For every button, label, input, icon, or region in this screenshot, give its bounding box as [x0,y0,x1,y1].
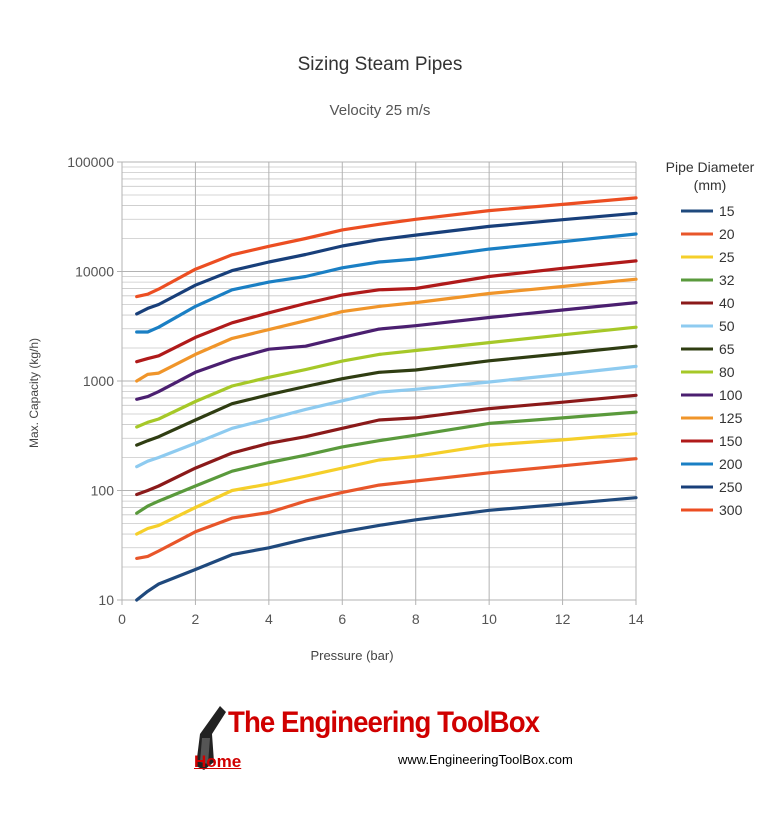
legend-label-50: 50 [719,318,735,334]
x-tick-label: 8 [412,611,420,627]
y-tick-label: 100000 [67,154,114,170]
legend-label-125: 125 [719,410,743,426]
x-tick-label: 4 [265,611,273,627]
home-link[interactable]: Home [194,752,242,771]
series-line-40 [135,393,638,497]
y-tick-label: 10000 [75,264,114,280]
brand-name: The Engineering ToolBox [228,706,540,739]
series-line-150 [135,259,638,364]
legend-label-15: 15 [719,203,735,219]
legend-label-250: 250 [719,479,743,495]
x-tick-label: 6 [338,611,346,627]
series-line-20 [135,457,638,561]
y-tick-label: 10 [98,592,114,608]
y-axis-label: Max. Capacity (kg/h) [27,338,41,448]
series-line-32 [135,410,638,515]
x-tick-label: 2 [192,611,200,627]
x-tick-label: 0 [118,611,126,627]
x-axis-label: Pressure (bar) [310,648,393,663]
legend-label-100: 100 [719,387,743,403]
legend-label-20: 20 [719,226,735,242]
series-line-65 [135,344,638,447]
y-tick-label: 1000 [83,373,114,389]
series-line-25 [135,432,638,536]
series-layer [135,196,638,602]
legend-label-25: 25 [719,249,735,265]
series-line-100 [135,301,638,401]
series-line-250 [135,211,638,316]
x-tick-label: 14 [628,611,644,627]
series-line-200 [135,232,638,334]
series-line-300 [135,196,638,299]
legend-label-300: 300 [719,502,743,518]
legend-label-150: 150 [719,433,743,449]
site-url: www.EngineeringToolBox.com [398,752,573,767]
y-tick-label: 100 [91,483,115,499]
legend-label-40: 40 [719,295,735,311]
legend-title: Pipe Diameter [666,159,755,175]
chart-subtitle: Velocity 25 m/s [329,102,431,119]
legend-label-200: 200 [719,456,743,472]
x-tick-label: 12 [555,611,571,627]
chart-title: Sizing Steam Pipes [297,54,463,75]
grid-layer [121,161,637,601]
legend-label-65: 65 [719,341,735,357]
series-line-50 [135,364,638,469]
legend-label-32: 32 [719,272,735,288]
toolbox-logo-icon [196,706,226,770]
series-line-125 [135,277,638,383]
legend: Pipe Diameter (mm) 15 20 25 32 40 50 65 80 100 125 1… [666,159,755,518]
x-tick-label: 10 [481,611,497,627]
series-line-80 [135,325,638,429]
legend-title: (mm) [694,177,727,193]
site-footer: The Engineering ToolBox Home www.Enginee… [192,700,612,780]
axes-layer: 0 2 4 6 8 10 12 14 10 100 1000 10000 100000 [67,154,644,627]
legend-label-80: 80 [719,364,735,380]
series-line-15 [135,496,638,602]
